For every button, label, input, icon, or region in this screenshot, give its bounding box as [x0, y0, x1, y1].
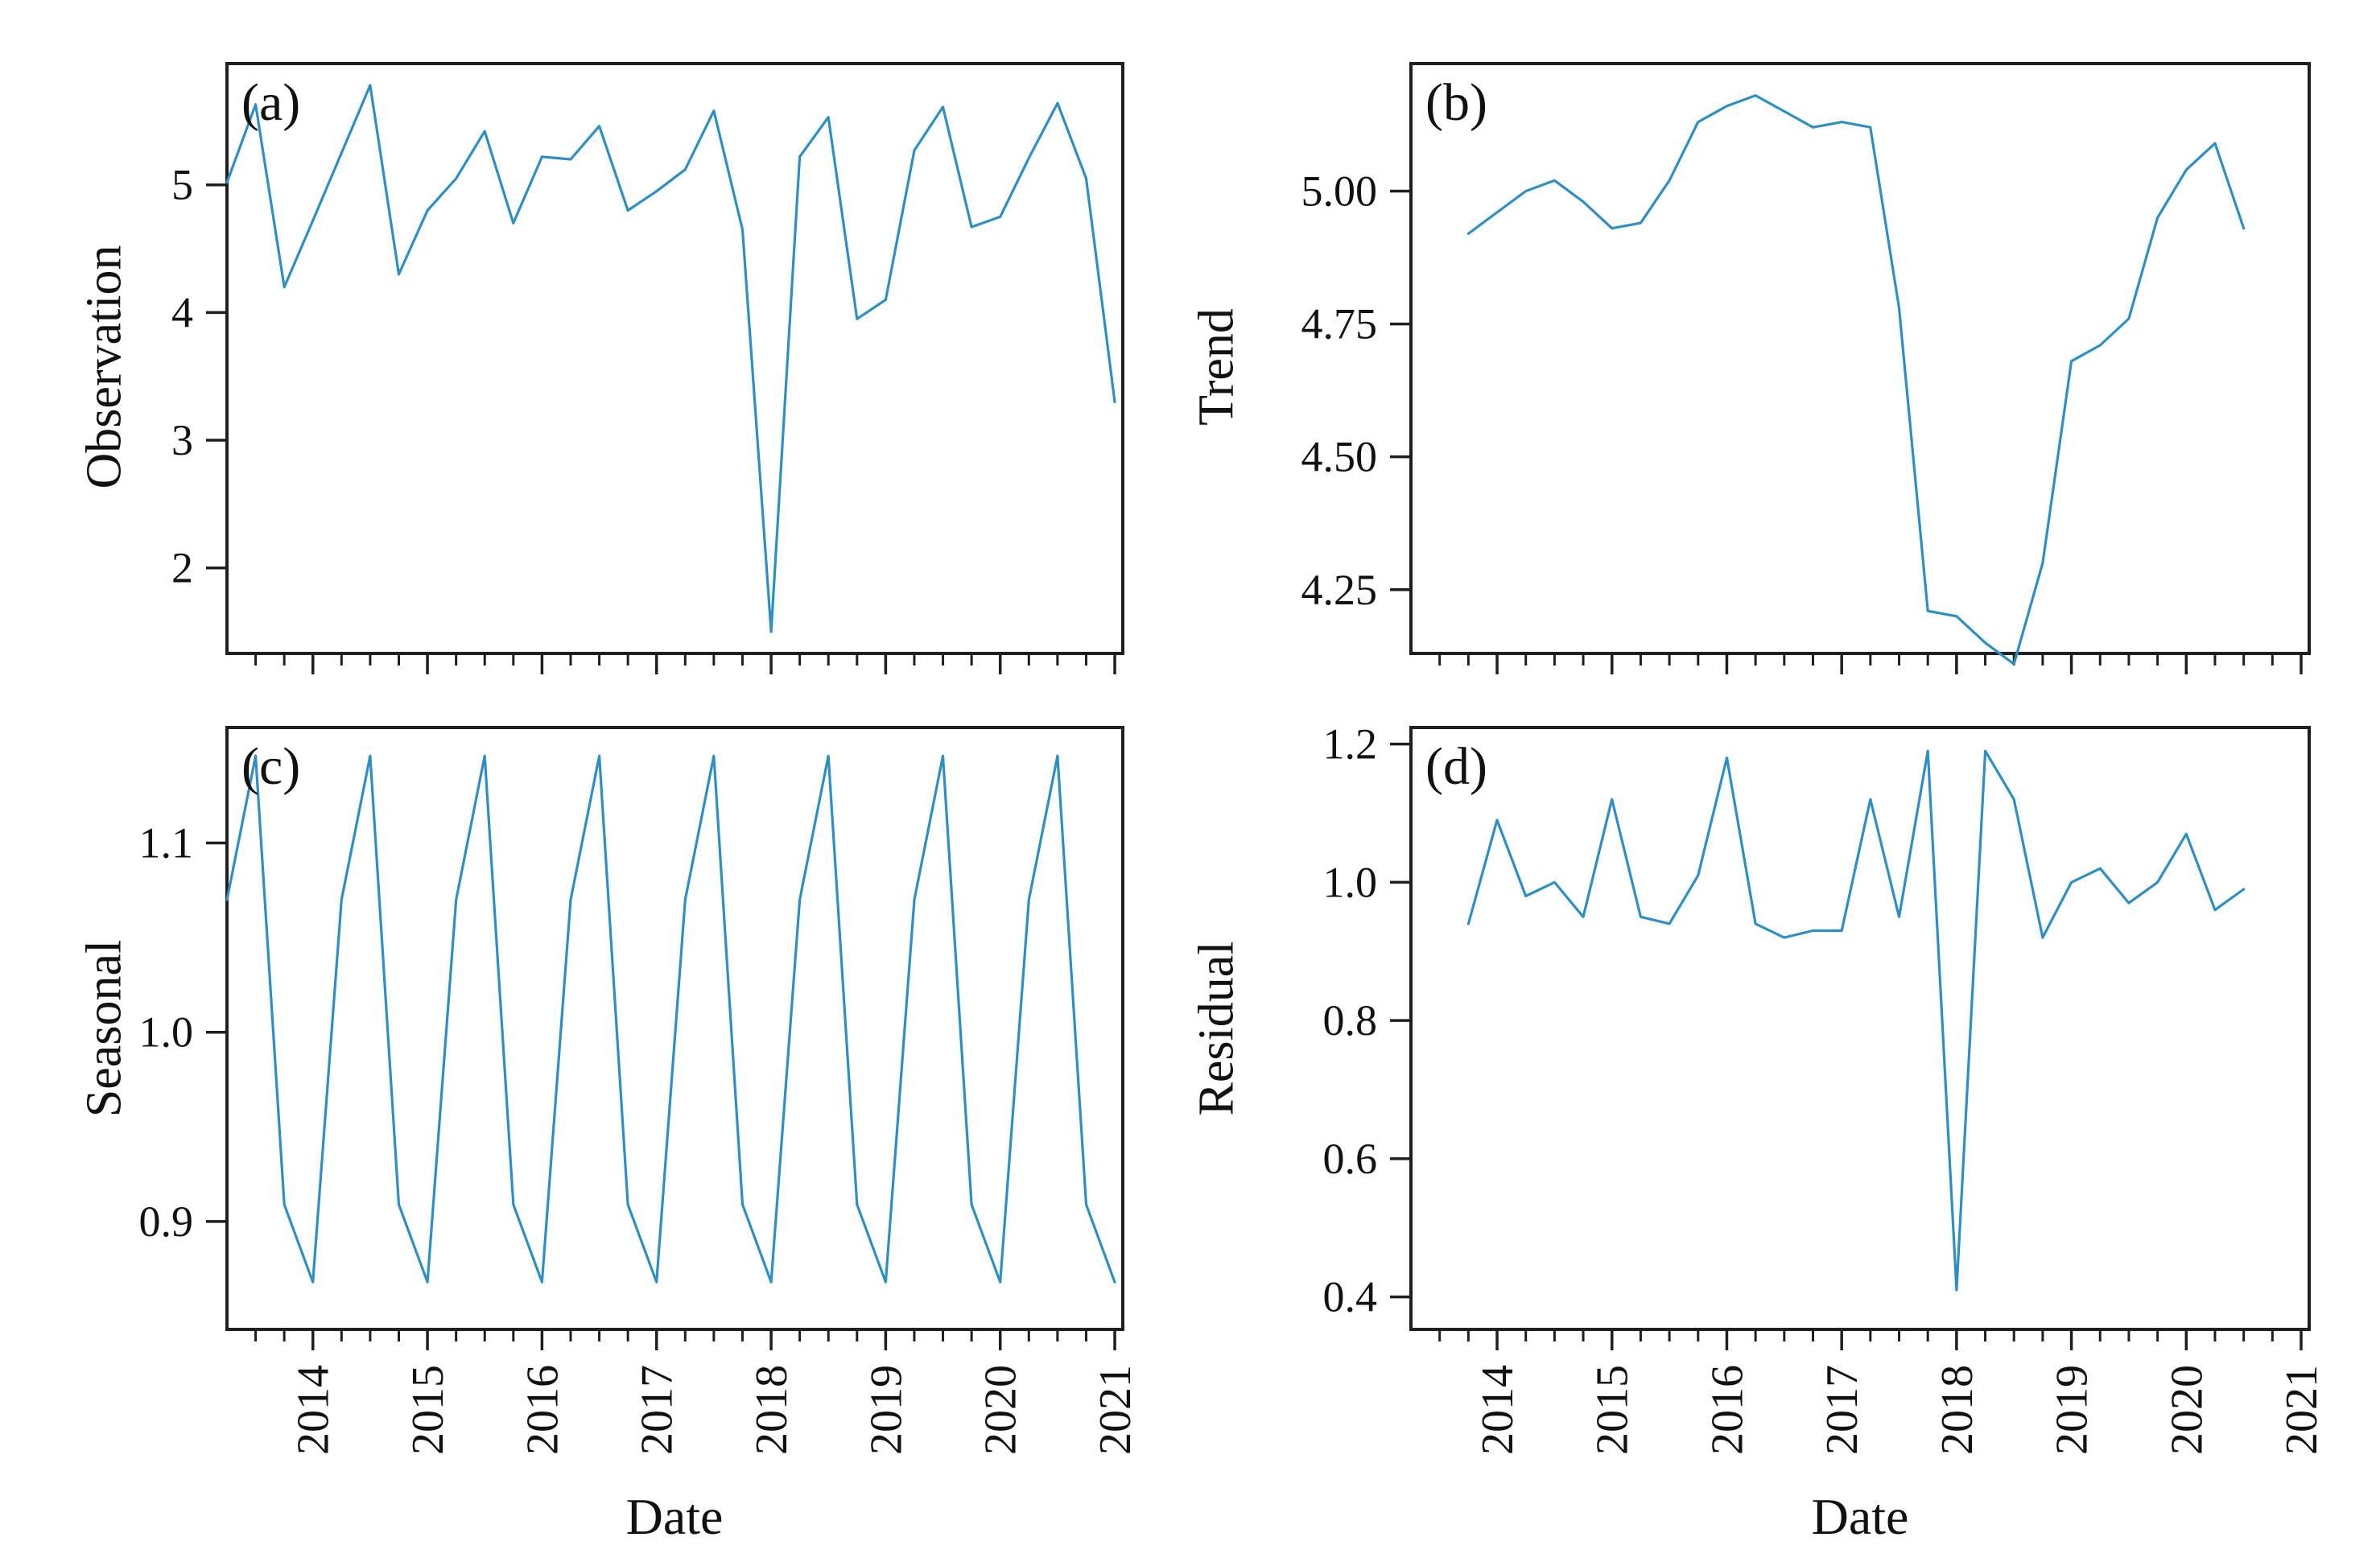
panel-c-frame — [225, 726, 1124, 1331]
panel-a-ytick-label: 4 — [171, 288, 193, 336]
panel-c-xtick-label: 2014 — [289, 1365, 339, 1455]
panel-a-ytick-label: 5 — [171, 161, 193, 209]
panel-c-ytick-label: 1.0 — [139, 1008, 194, 1057]
panel-d-xtick-label: 2019 — [2048, 1365, 2097, 1455]
panel-a-series-line — [225, 84, 1116, 633]
panel-c-xtick-label: 2021 — [1091, 1365, 1141, 1455]
panel-a-ytick-label: 2 — [171, 544, 193, 592]
panel-b-ytick-label: 4.75 — [1301, 300, 1378, 348]
panel-d-series-line — [1466, 749, 2246, 1292]
panel-c-xtick-label: 2015 — [403, 1365, 453, 1455]
panel-d-ytick-label: 0.6 — [1323, 1135, 1378, 1183]
panel-c-ylabel: Seasonal — [76, 939, 132, 1118]
panel-d-ytick-label: 0.4 — [1323, 1273, 1378, 1321]
panel-c-ytick-label: 1.1 — [139, 818, 194, 867]
panel-a-frame — [225, 62, 1124, 655]
panel-b-ytick-label: 4.25 — [1301, 566, 1378, 614]
panel-d-xtick-label: 2015 — [1588, 1365, 1638, 1455]
panel-d-xtick-label: 2018 — [1932, 1365, 1982, 1455]
panel-c-xtick-label: 2018 — [747, 1365, 797, 1455]
panel-c-xtick-label: 2017 — [633, 1365, 683, 1455]
panel-c-xaxis-title: Date — [625, 1488, 724, 1545]
panel-b-letter: (b) — [1425, 73, 1487, 132]
panel-b-ytick-label: 4.50 — [1301, 433, 1378, 481]
panel-c-xtick-label: 2019 — [861, 1365, 911, 1455]
panel-d-letter: (d) — [1425, 737, 1487, 796]
panel-b-ytick-label: 5.00 — [1301, 167, 1378, 215]
panel-d-ytick-label: 1.0 — [1323, 858, 1378, 906]
panel-d-ytick-label: 1.2 — [1323, 720, 1378, 769]
panel-b-series-line — [1466, 93, 2246, 666]
panel-c-xtick-label: 2020 — [976, 1365, 1026, 1455]
panel-d-ytick-label: 0.8 — [1323, 996, 1378, 1045]
panel-d-xtick-label: 2017 — [1817, 1365, 1867, 1455]
panel-a-ylabel: Observation — [76, 245, 132, 489]
panel-c-letter: (c) — [241, 737, 301, 796]
panel-d-xtick-label: 2021 — [2277, 1365, 2327, 1455]
panel-b-frame — [1409, 62, 2311, 655]
panel-d-xtick-label: 2020 — [2162, 1365, 2212, 1455]
panel-d-ylabel: Residual — [1189, 941, 1244, 1116]
panel-c-ytick-label: 0.9 — [139, 1197, 194, 1246]
panel-d-xtick-label: 2016 — [1702, 1365, 1752, 1455]
panel-a-ytick-label: 3 — [171, 416, 193, 464]
panel-a-letter: (a) — [241, 73, 301, 132]
panel-c-xtick-label: 2016 — [518, 1365, 567, 1455]
panel-d-xaxis-title: Date — [1811, 1488, 1909, 1545]
panel-d-frame — [1409, 726, 2311, 1331]
panel-b-ylabel: Trend — [1189, 308, 1244, 426]
panel-d-xtick-label: 2014 — [1473, 1365, 1523, 1455]
panel-c-series-line — [225, 754, 1116, 1284]
